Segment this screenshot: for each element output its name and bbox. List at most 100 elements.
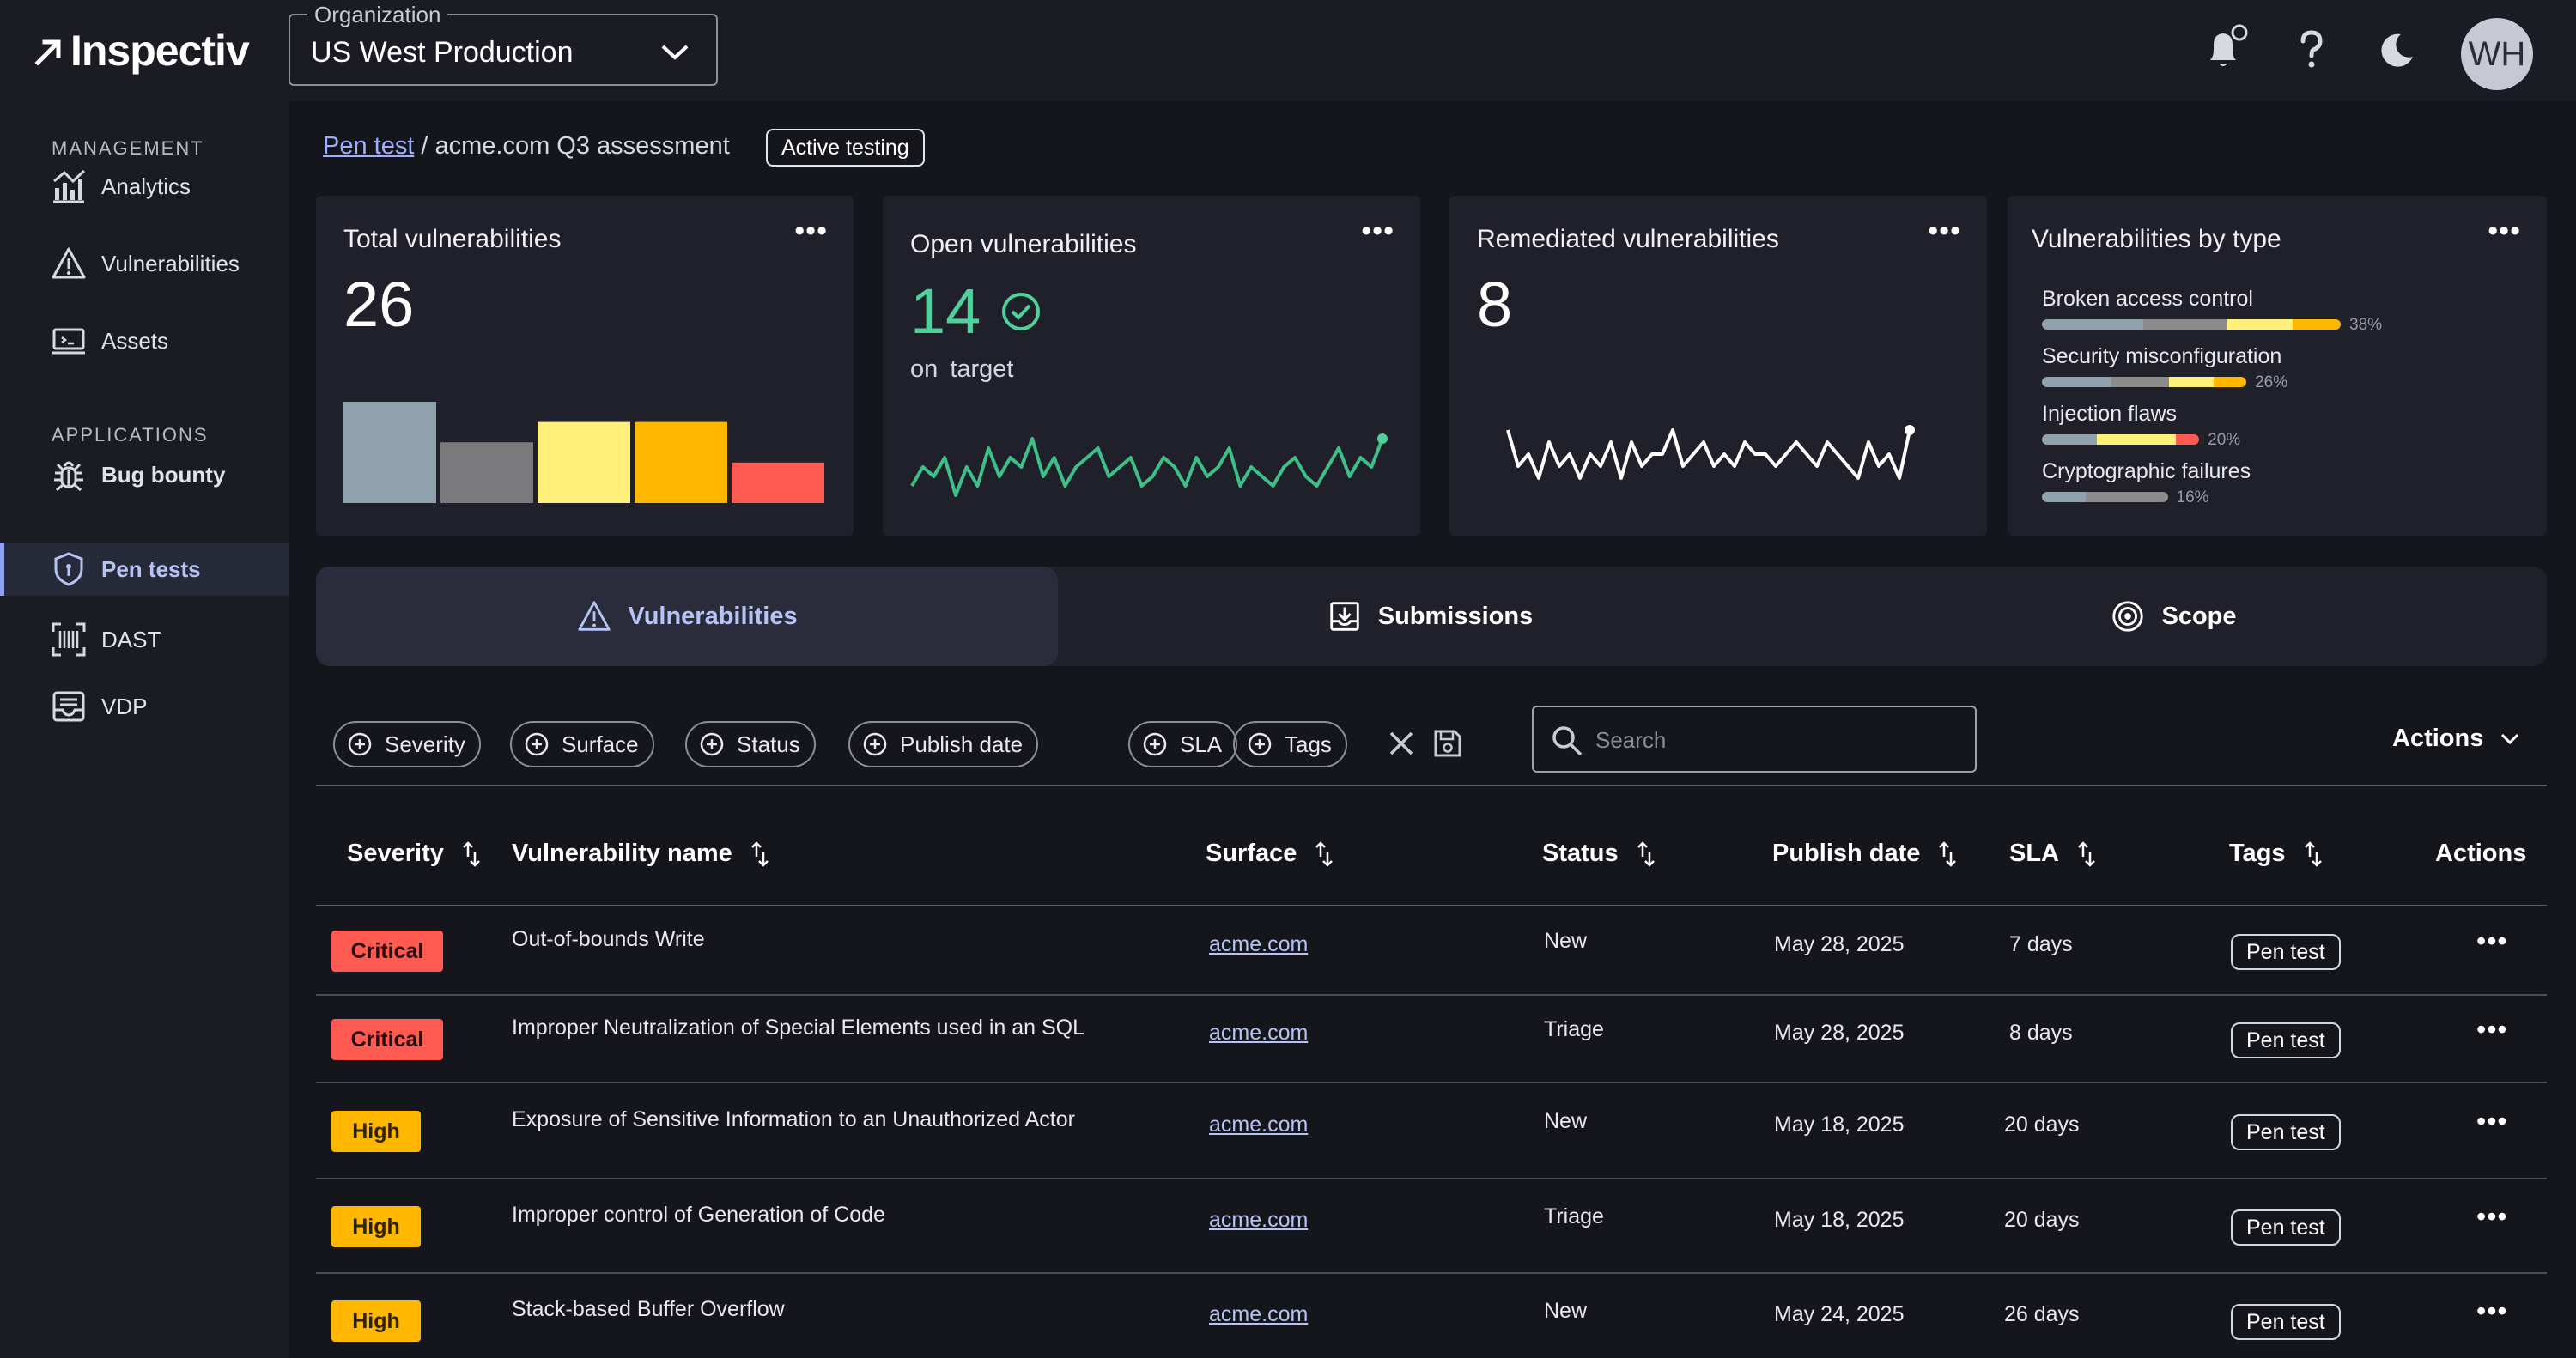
surface-link[interactable]: acme.com [1209, 1112, 1309, 1137]
type-bar [2042, 377, 2247, 387]
row-more-options-icon[interactable]: ••• [2476, 1106, 2508, 1137]
organization-select[interactable]: Organization US West Production [289, 2, 718, 86]
status-value: New [1544, 1299, 1588, 1323]
tab-submissions[interactable]: Submissions [1058, 567, 1801, 666]
total-count: 26 [343, 269, 415, 340]
inbox-icon [52, 691, 85, 722]
sidebar-item-vulnerabilities[interactable]: Vulnerabilities [0, 237, 289, 290]
vulnerability-name[interactable]: Improper Neutralization of Special Eleme… [512, 1015, 1085, 1040]
filter-chip-publish-date[interactable]: Publish date [848, 721, 1039, 767]
tab-vulnerabilities[interactable]: Vulnerabilities [316, 567, 1058, 666]
surface-link[interactable]: acme.com [1209, 1208, 1309, 1232]
top-bar: Inspectiv Organization US West Productio… [0, 0, 2576, 101]
header-vulnerability-name[interactable]: Vulnerability name [512, 840, 770, 868]
plus-circle-icon [1248, 732, 1272, 756]
sidebar-item-dast[interactable]: DAST [0, 613, 289, 666]
row-divider [316, 1272, 2547, 1274]
plus-circle-icon [700, 732, 724, 756]
row-more-options-icon[interactable]: ••• [2476, 1295, 2508, 1326]
severity-bar [732, 462, 824, 503]
app-logo[interactable]: Inspectiv [34, 26, 250, 76]
filter-label: Status [737, 731, 800, 757]
sidebar-item-label: Analytics [101, 173, 191, 199]
row-more-options-icon[interactable]: ••• [2476, 1014, 2508, 1045]
filter-chip-status[interactable]: Status [685, 721, 816, 767]
table-row[interactable]: High Improper control of Generation of Co… [316, 1179, 2547, 1274]
row-more-options-icon[interactable]: ••• [2476, 925, 2508, 956]
vulnerability-name[interactable]: Exposure of Sensitive Information to an … [512, 1107, 1075, 1131]
sidebar-item-bug-bounty[interactable]: Bug bounty [0, 448, 289, 501]
header-publish-date[interactable]: Publish date [1772, 840, 1958, 868]
filter-label: Surface [562, 731, 639, 757]
sidebar-item-assets[interactable]: Assets [0, 314, 289, 367]
header-surface[interactable]: Surface [1206, 840, 1334, 868]
sort-icon [1637, 840, 1655, 867]
filter-chip-tags[interactable]: Tags [1233, 721, 1347, 767]
type-label: Cryptographic failures [2042, 459, 2251, 483]
table-row[interactable]: Critical Improper Neutralization of Speci… [316, 996, 2547, 1083]
sidebar-item-analytics[interactable]: Analytics [0, 160, 289, 213]
dark-mode-moon-icon[interactable] [2373, 24, 2421, 76]
save-filter-icon[interactable] [1431, 726, 1465, 761]
surface-link[interactable]: acme.com [1209, 1021, 1309, 1045]
sidebar-item-label: Vulnerabilities [101, 250, 240, 276]
tab-bar: Vulnerabilities Submissions Scope [316, 567, 2547, 666]
vulnerability-name[interactable]: Stack-based Buffer Overflow [512, 1297, 785, 1321]
search-input[interactable] [1595, 721, 1956, 759]
header-status[interactable]: Status [1542, 840, 1656, 868]
header-severity[interactable]: Severity [347, 840, 482, 868]
type-percent: 20% [2208, 431, 2241, 449]
tag-pill[interactable]: Pen test [2231, 1114, 2341, 1150]
publish-date: May 28, 2025 [1774, 1021, 1905, 1045]
header-label: Publish date [1772, 840, 1921, 867]
clear-filters-icon[interactable] [1384, 726, 1419, 761]
user-avatar[interactable]: WH [2461, 18, 2533, 90]
vulnerability-name[interactable]: Out-of-bounds Write [512, 927, 705, 951]
actions-dropdown[interactable]: Actions [2392, 724, 2519, 753]
sparkline-path [910, 437, 1384, 497]
warning-triangle-icon [52, 247, 86, 279]
table-row[interactable]: High Exposure of Sensitive Information to… [316, 1083, 2547, 1179]
assets-icon [52, 328, 85, 355]
more-options-icon[interactable]: ••• [2488, 215, 2521, 247]
filter-chip-sla[interactable]: SLA [1128, 721, 1238, 767]
sla-value: 7 days [2009, 932, 2073, 956]
surface-link[interactable]: acme.com [1209, 1302, 1309, 1326]
help-icon[interactable] [2287, 24, 2336, 76]
header-sla[interactable]: SLA [2009, 840, 2097, 868]
vulnerability-name[interactable]: Improper control of Generation of Code [512, 1203, 885, 1227]
notification-bell-icon[interactable] [2200, 24, 2248, 76]
tag-pill[interactable]: Pen test [2231, 1022, 2341, 1058]
sidebar-item-vdp[interactable]: VDP [0, 680, 289, 733]
row-more-options-icon[interactable]: ••• [2476, 1201, 2508, 1232]
filter-label: SLA [1180, 731, 1223, 757]
sidebar-item-label: Bug bounty [101, 461, 226, 488]
surface-link[interactable]: acme.com [1209, 932, 1309, 956]
sort-icon [1315, 840, 1334, 867]
sidebar-item-pen-tests[interactable]: Pen tests [0, 543, 289, 596]
tag-pill[interactable]: Pen test [2231, 934, 2341, 970]
header-label: Vulnerability name [512, 840, 732, 867]
severity-badge: Critical [331, 931, 443, 972]
filter-chip-surface[interactable]: Surface [510, 721, 654, 767]
table-row[interactable]: High Stack-based Buffer Overflow acme.com N… [316, 1274, 2547, 1358]
actions-label: Actions [2392, 724, 2484, 752]
open-vulnerabilities-card: Open vulnerabilities ••• 14 on target [883, 196, 1420, 536]
breadcrumb-separator: / [421, 132, 428, 160]
status-value: Triage [1544, 1017, 1604, 1041]
sort-icon [2078, 840, 2095, 867]
tag-pill[interactable]: Pen test [2231, 1304, 2341, 1340]
target-status: on target [910, 355, 1014, 383]
tag-pill[interactable]: Pen test [2231, 1209, 2341, 1246]
more-options-icon[interactable]: ••• [1361, 215, 1394, 247]
table-row[interactable]: Critical Out-of-bounds Write acme.com New Ma… [316, 906, 2547, 996]
sla-value: 8 days [2009, 1021, 2073, 1045]
filter-chip-severity[interactable]: Severity [333, 721, 481, 767]
tab-scope[interactable]: Scope [1801, 567, 2545, 666]
more-options-icon[interactable]: ••• [794, 215, 828, 247]
breadcrumb-link-pen-test[interactable]: Pen test [323, 132, 415, 160]
more-options-icon[interactable]: ••• [1928, 215, 1961, 247]
header-tags[interactable]: Tags [2229, 840, 2324, 868]
type-bar-segment [2111, 377, 2169, 387]
sla-value: 20 days [2004, 1208, 2080, 1232]
